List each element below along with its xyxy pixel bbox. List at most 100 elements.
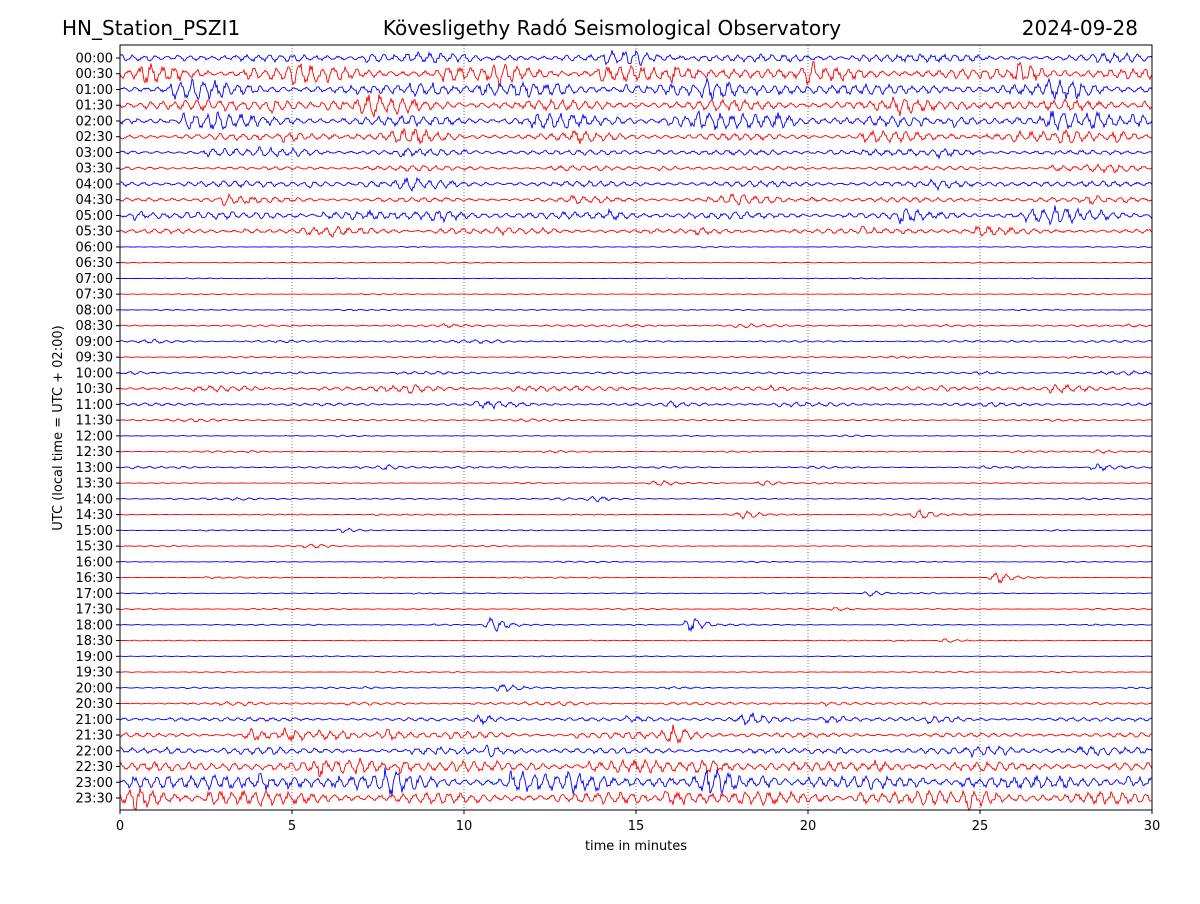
- trace-1300: [119, 463, 1153, 472]
- trace-1930: [119, 670, 1153, 674]
- trace-1100: [119, 400, 1153, 410]
- y-tick-label: 00:00: [76, 52, 113, 67]
- y-tick-label: 13:30: [76, 477, 113, 492]
- y-tick-label: 15:30: [76, 540, 113, 555]
- y-tick-label: 05:30: [76, 225, 113, 240]
- y-tick-label: 19:30: [76, 666, 113, 681]
- trace-0530: [119, 225, 1153, 238]
- x-axis: 0 5 10 15 20 25 30: [116, 810, 1160, 834]
- x-tick-label: 0: [116, 819, 124, 834]
- x-tick-label: 20: [800, 819, 817, 834]
- y-tick-label: 06:00: [76, 240, 113, 255]
- trace-1800: [119, 616, 1153, 633]
- trace-1200: [119, 434, 1153, 438]
- y-tick-label: 14:00: [76, 492, 113, 507]
- x-tick-label: 15: [628, 819, 645, 834]
- trace-0100: [119, 77, 1153, 102]
- y-tick-label: 08:00: [76, 303, 113, 318]
- y-tick-label: 02:00: [76, 114, 113, 129]
- trace-1130: [120, 417, 1152, 423]
- trace-1500: [120, 527, 1153, 533]
- trace-0200: [119, 110, 1153, 132]
- x-tick-label: 30: [1144, 819, 1161, 834]
- y-tick-label: 18:00: [76, 618, 113, 633]
- y-tick-label: 12:00: [76, 429, 113, 444]
- trace-0400: [119, 176, 1153, 192]
- y-tick-label: 13:00: [76, 461, 113, 476]
- trace-1900: [120, 655, 1153, 658]
- trace-1530: [119, 543, 1153, 549]
- grid-lines: [291, 45, 981, 810]
- trace-0930: [119, 355, 1153, 359]
- y-tick-label: 18:30: [76, 634, 113, 649]
- y-tick-label: 07:00: [76, 272, 113, 287]
- trace-1600: [119, 560, 1153, 564]
- y-tick-label: 05:00: [76, 209, 113, 224]
- trace-1330: [120, 479, 1152, 487]
- trace-1630: [120, 571, 1153, 584]
- y-tick-label: 16:00: [76, 555, 113, 570]
- y-tick-label: 01:00: [76, 83, 113, 98]
- trace-2230: [119, 757, 1153, 778]
- trace-1430: [119, 508, 1152, 520]
- trace-0000: [119, 49, 1153, 67]
- x-tick-label: 10: [456, 819, 473, 834]
- y-tick-label: 15:00: [76, 524, 113, 539]
- trace-0500: [119, 205, 1153, 226]
- trace-0700: [120, 277, 1152, 280]
- trace-2030: [119, 700, 1153, 707]
- station-title: HN_Station_PSZI1: [62, 16, 240, 40]
- x-axis-label: time in minutes: [585, 839, 687, 854]
- y-tick-label: 06:30: [76, 256, 113, 271]
- y-tick-label: 12:30: [76, 445, 113, 460]
- trace-0730: [119, 293, 1152, 296]
- y-tick-label: 04:30: [76, 193, 113, 208]
- trace-0130: [119, 94, 1153, 118]
- y-tick-label: 09:30: [76, 351, 113, 366]
- y-tick-label: 16:30: [76, 571, 113, 586]
- y-axis-label: UTC (local time = UTC + 02:00): [51, 325, 66, 530]
- trace-0630: [120, 261, 1153, 264]
- y-tick-label: 10:30: [76, 382, 113, 397]
- y-tick-label: 21:00: [76, 713, 113, 728]
- y-tick-label: 08:30: [76, 319, 113, 334]
- trace-0230: [119, 127, 1153, 145]
- trace-0800: [120, 308, 1153, 312]
- y-axis: 00:0000:3001:0001:3002:0002:3003:0003:30…: [76, 52, 120, 807]
- y-tick-label: 23:30: [76, 792, 113, 807]
- y-tick-label: 02:30: [76, 130, 113, 145]
- y-tick-label: 03:00: [76, 146, 113, 161]
- y-tick-label: 22:30: [76, 760, 113, 775]
- trace-0300: [119, 146, 1152, 160]
- trace-2100: [119, 712, 1153, 726]
- y-tick-label: 14:30: [76, 508, 113, 523]
- y-tick-label: 21:30: [76, 729, 113, 744]
- trace-0900: [120, 338, 1153, 345]
- trace-0330: [119, 163, 1153, 174]
- trace-2000: [120, 683, 1153, 693]
- trace-1830: [119, 638, 1152, 643]
- y-tick-label: 07:30: [76, 288, 113, 303]
- y-tick-label: 22:00: [76, 744, 113, 759]
- observatory-title: Kövesligethy Radó Seismological Observat…: [383, 16, 841, 40]
- trace-1230: [119, 449, 1152, 455]
- traces: [119, 49, 1153, 812]
- trace-2300: [119, 767, 1153, 796]
- x-tick-label: 5: [288, 819, 296, 834]
- trace-1400: [119, 496, 1153, 503]
- y-tick-label: 10:00: [76, 366, 113, 381]
- trace-0430: [119, 193, 1153, 207]
- y-tick-label: 20:30: [76, 697, 113, 712]
- trace-1000: [119, 369, 1153, 376]
- trace-0600: [120, 245, 1153, 249]
- trace-2130: [119, 724, 1153, 745]
- y-tick-label: 00:30: [76, 67, 113, 82]
- trace-1700: [119, 590, 1152, 597]
- y-tick-label: 09:00: [76, 335, 113, 350]
- y-tick-label: 17:00: [76, 587, 113, 602]
- y-tick-label: 20:00: [76, 681, 113, 696]
- trace-1730: [119, 606, 1153, 612]
- y-tick-label: 17:30: [76, 603, 113, 618]
- trace-2200: [120, 744, 1153, 759]
